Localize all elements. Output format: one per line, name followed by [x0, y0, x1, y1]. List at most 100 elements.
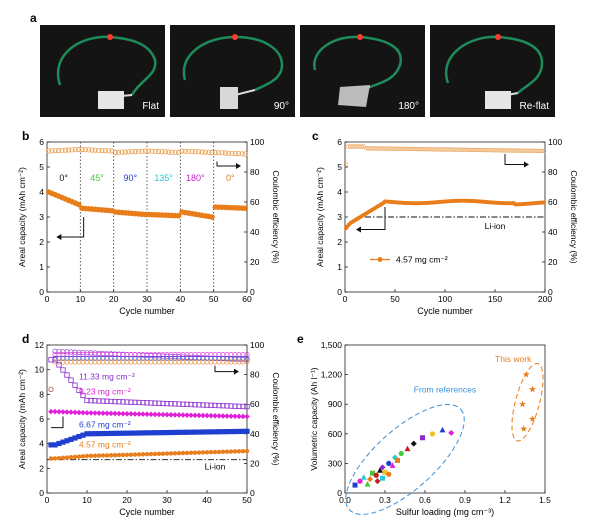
ce-point — [88, 352, 94, 358]
capacity-point — [88, 398, 94, 404]
ce-point — [212, 359, 218, 365]
capacity-point — [164, 451, 170, 456]
capacity-point — [120, 399, 126, 405]
x-tick-label: 100 — [438, 294, 452, 304]
ce-point — [461, 147, 467, 152]
y2-tick-label: 40 — [250, 227, 260, 237]
ce-point — [505, 148, 511, 153]
data-point — [206, 149, 212, 155]
data-point — [102, 148, 108, 154]
ce-point — [148, 352, 154, 358]
capacity-point — [208, 449, 214, 455]
data-point — [186, 148, 192, 154]
ce-point — [455, 147, 461, 152]
data-point — [175, 212, 182, 219]
capacity-point — [96, 453, 102, 458]
series-label: 11.33 mg cm⁻² — [79, 372, 135, 382]
ce-point — [196, 352, 202, 358]
ce-point — [509, 148, 515, 153]
capacity-point — [172, 451, 178, 456]
ce-point — [120, 355, 126, 361]
photo-90-drawing — [182, 34, 284, 109]
series-label: 4.57 mg cm⁻² — [79, 439, 131, 449]
references-envelope — [345, 404, 465, 515]
y2-tick-label: 0 — [250, 488, 255, 498]
ce-point — [80, 355, 86, 361]
capacity-point — [92, 453, 98, 458]
y-tick-label: 8 — [39, 389, 44, 399]
left-axis-arrow — [360, 207, 386, 230]
ce-point — [104, 359, 110, 365]
ce-point — [124, 359, 130, 365]
capacity-point — [148, 411, 154, 418]
y-tick-label: 1,500 — [321, 340, 343, 350]
ce-point — [407, 146, 413, 152]
ce-point — [180, 359, 186, 365]
ce-point — [144, 352, 150, 358]
data-point — [182, 148, 188, 154]
ce-point — [92, 359, 98, 365]
ce-point — [200, 359, 206, 365]
data-point — [82, 147, 88, 153]
ce-point — [363, 146, 369, 151]
ce-point — [435, 147, 441, 152]
capacity-point — [84, 397, 90, 404]
data-point — [96, 147, 102, 153]
ce-point — [80, 352, 86, 358]
this-work-point — [519, 400, 526, 408]
capacity-point — [64, 372, 70, 378]
data-point — [242, 151, 248, 157]
capacity-point — [132, 452, 138, 457]
data-point — [112, 149, 118, 156]
capacity-point — [124, 452, 130, 457]
y2-tick-label: 80 — [250, 370, 260, 380]
ce-point — [240, 359, 246, 365]
panel-letter-d: d — [22, 332, 29, 346]
x-tick-label: 40 — [202, 495, 212, 505]
ce-point — [473, 147, 479, 153]
x-tick-label: 0 — [343, 294, 348, 304]
ce-point — [232, 352, 238, 358]
ce-point — [100, 359, 106, 365]
capacity-point — [128, 411, 134, 417]
angle-label: 135° — [154, 173, 173, 183]
capacity-point — [56, 408, 62, 415]
capacity-point — [96, 398, 102, 404]
ce-point — [521, 148, 527, 153]
legend-label: 4.57 mg cm⁻² — [396, 255, 448, 265]
ce-point — [443, 147, 449, 152]
this-work-point — [522, 371, 530, 378]
y2-axis-label: Coulombic efficiency (%) — [271, 372, 281, 466]
y2-tick-label: 100 — [250, 137, 264, 147]
ce-point — [517, 148, 523, 153]
left-axis-arrow — [60, 217, 85, 238]
ce-point — [405, 146, 411, 152]
capacity-point — [116, 452, 122, 458]
ce-point — [449, 147, 455, 152]
x-tick-label: 0 — [45, 294, 50, 304]
ce-point — [236, 355, 242, 361]
ce-point — [132, 355, 138, 361]
x-tick-label: 200 — [538, 294, 552, 304]
x-tick-label: 50 — [242, 495, 252, 505]
ce-point — [204, 355, 210, 361]
ce-point — [501, 148, 507, 153]
ce-point — [156, 359, 162, 365]
panel-letter-b: b — [22, 129, 29, 143]
data-point — [202, 149, 208, 155]
ce-point — [168, 352, 174, 358]
reference-point — [386, 471, 392, 477]
y2-tick-label: 80 — [250, 167, 260, 177]
y-tick-label: 3 — [337, 212, 342, 222]
ce-point — [471, 147, 477, 153]
capacity-point — [152, 451, 158, 457]
capacity-point — [88, 410, 94, 416]
ce-point — [176, 352, 182, 358]
ce-point — [140, 352, 146, 358]
ce-point — [84, 352, 90, 358]
ce-point — [160, 359, 166, 365]
capacity-point — [236, 413, 242, 420]
y-tick-label: 1,200 — [321, 370, 343, 380]
x-tick-label: 150 — [488, 294, 502, 304]
ce-point — [212, 352, 218, 358]
